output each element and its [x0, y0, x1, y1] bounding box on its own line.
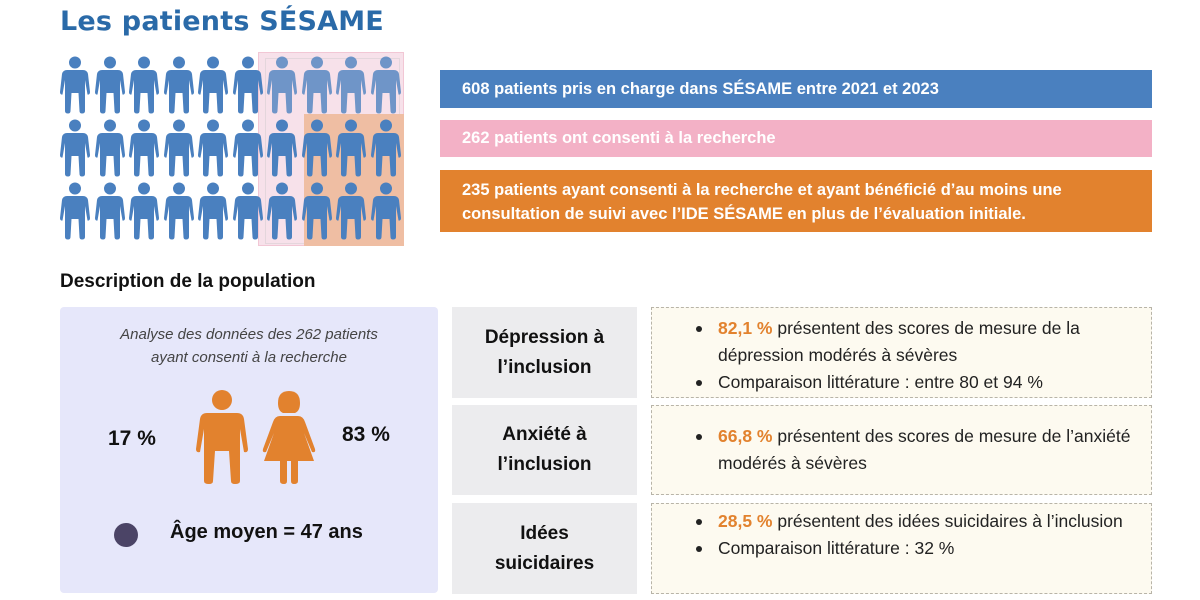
- person-icon: [129, 56, 159, 114]
- banner-consented-patients: 262 patients ont consenti à la recherche: [440, 120, 1152, 157]
- list-item: Comparaison littérature : entre 80 et 94…: [652, 369, 1151, 396]
- category-anxiety-line1: Anxiété à: [502, 424, 587, 445]
- person-icon: [370, 119, 401, 177]
- list-item: 82,1 % présentent des scores de mesure d…: [652, 315, 1151, 369]
- details-anxiety: 66,8 % présentent des scores de mesure d…: [651, 405, 1152, 495]
- bullet-dot-icon: [114, 523, 138, 547]
- female-icon: [262, 389, 316, 489]
- anxiety-value: 66,8 %: [718, 426, 773, 446]
- person-icon: [129, 182, 159, 240]
- person-icon: [370, 56, 401, 114]
- person-icon: [163, 119, 194, 177]
- person-icon: [232, 56, 263, 114]
- person-icon: [267, 56, 297, 114]
- person-icon: [198, 56, 228, 114]
- category-anxiety-line2: l’inclusion: [497, 454, 592, 475]
- category-suicidal-line1: Idées: [520, 522, 569, 544]
- person-icon: [370, 182, 401, 240]
- suicidal-value: 28,5 %: [718, 511, 773, 531]
- banner-followup-line2: consultation de suivi avec l’IDE SÉSAME …: [462, 205, 1026, 223]
- category-depression-line2: l’inclusion: [497, 356, 592, 378]
- person-icon: [60, 119, 90, 177]
- person-icon: [129, 119, 159, 177]
- person-icon: [301, 56, 332, 114]
- banner-total-text: 608 patients pris en charge dans SÉSAME …: [462, 79, 939, 98]
- person-icon: [163, 56, 194, 114]
- person-icon: [267, 119, 297, 177]
- suicidal-text: présentent des idées suicidaires à l’inc…: [772, 511, 1123, 531]
- category-suicidal: Idées suicidaires: [452, 503, 637, 594]
- person-icon: [198, 182, 228, 240]
- person-icon: [336, 119, 366, 177]
- average-age: Âge moyen = 47 ans: [170, 521, 363, 543]
- female-percentage: 83 %: [342, 423, 390, 446]
- anxiety-text: présentent des scores de mesure de l’anx…: [718, 426, 1131, 473]
- panel-note: Analyse des données des 262 patients aya…: [60, 323, 438, 369]
- person-icon: [198, 119, 228, 177]
- person-icon: [301, 119, 332, 177]
- banner-followup-patients: 235 patients ayant consenti à la recherc…: [440, 170, 1152, 232]
- category-anxiety: Anxiété à l’inclusion: [452, 405, 637, 495]
- panel-note-line2: ayant consenti à la recherche: [151, 349, 347, 366]
- page-title: Les patients SÉSAME: [60, 6, 384, 37]
- male-percentage: 17 %: [108, 427, 156, 450]
- person-icon: [163, 182, 194, 240]
- panel-note-line1: Analyse des données des 262 patients: [120, 326, 378, 343]
- person-icon: [232, 119, 263, 177]
- category-depression-line1: Dépression à: [484, 326, 605, 348]
- person-icon: [60, 182, 90, 240]
- patients-pictogram: [58, 52, 408, 248]
- category-suicidal-line2: suicidaires: [494, 552, 595, 574]
- banner-followup-line1: 235 patients ayant consenti à la recherc…: [462, 181, 1062, 199]
- depression-text: présentent des scores de mesure de la dé…: [718, 318, 1080, 365]
- details-suicidal: 28,5 % présentent des idées suicidaires …: [651, 503, 1152, 594]
- depression-comparison: Comparaison littérature : entre 80 et 94…: [718, 372, 1043, 392]
- suicidal-comparison: Comparaison littérature : 32 %: [718, 538, 955, 558]
- category-depression: Dépression à l’inclusion: [452, 307, 637, 398]
- person-icon: [94, 56, 125, 114]
- person-icon: [232, 182, 263, 240]
- section-title: Description de la population: [60, 271, 316, 292]
- person-icon: [60, 56, 90, 114]
- list-item: Comparaison littérature : 32 %: [652, 535, 1151, 562]
- depression-value: 82,1 %: [718, 318, 773, 338]
- male-icon: [195, 389, 249, 489]
- person-icon: [94, 119, 125, 177]
- list-item: 28,5 % présentent des idées suicidaires …: [652, 508, 1151, 535]
- person-icon: [336, 182, 366, 240]
- person-icon: [336, 56, 366, 114]
- population-panel: Analyse des données des 262 patients aya…: [60, 307, 438, 593]
- details-depression: 82,1 % présentent des scores de mesure d…: [651, 307, 1152, 398]
- person-icon: [267, 182, 297, 240]
- person-icon: [94, 182, 125, 240]
- person-icon: [301, 182, 332, 240]
- list-item: 66,8 % présentent des scores de mesure d…: [652, 423, 1151, 477]
- banner-consented-text: 262 patients ont consenti à la recherche: [462, 129, 776, 147]
- people-grid: [58, 56, 408, 246]
- banner-total-patients: 608 patients pris en charge dans SÉSAME …: [440, 70, 1152, 108]
